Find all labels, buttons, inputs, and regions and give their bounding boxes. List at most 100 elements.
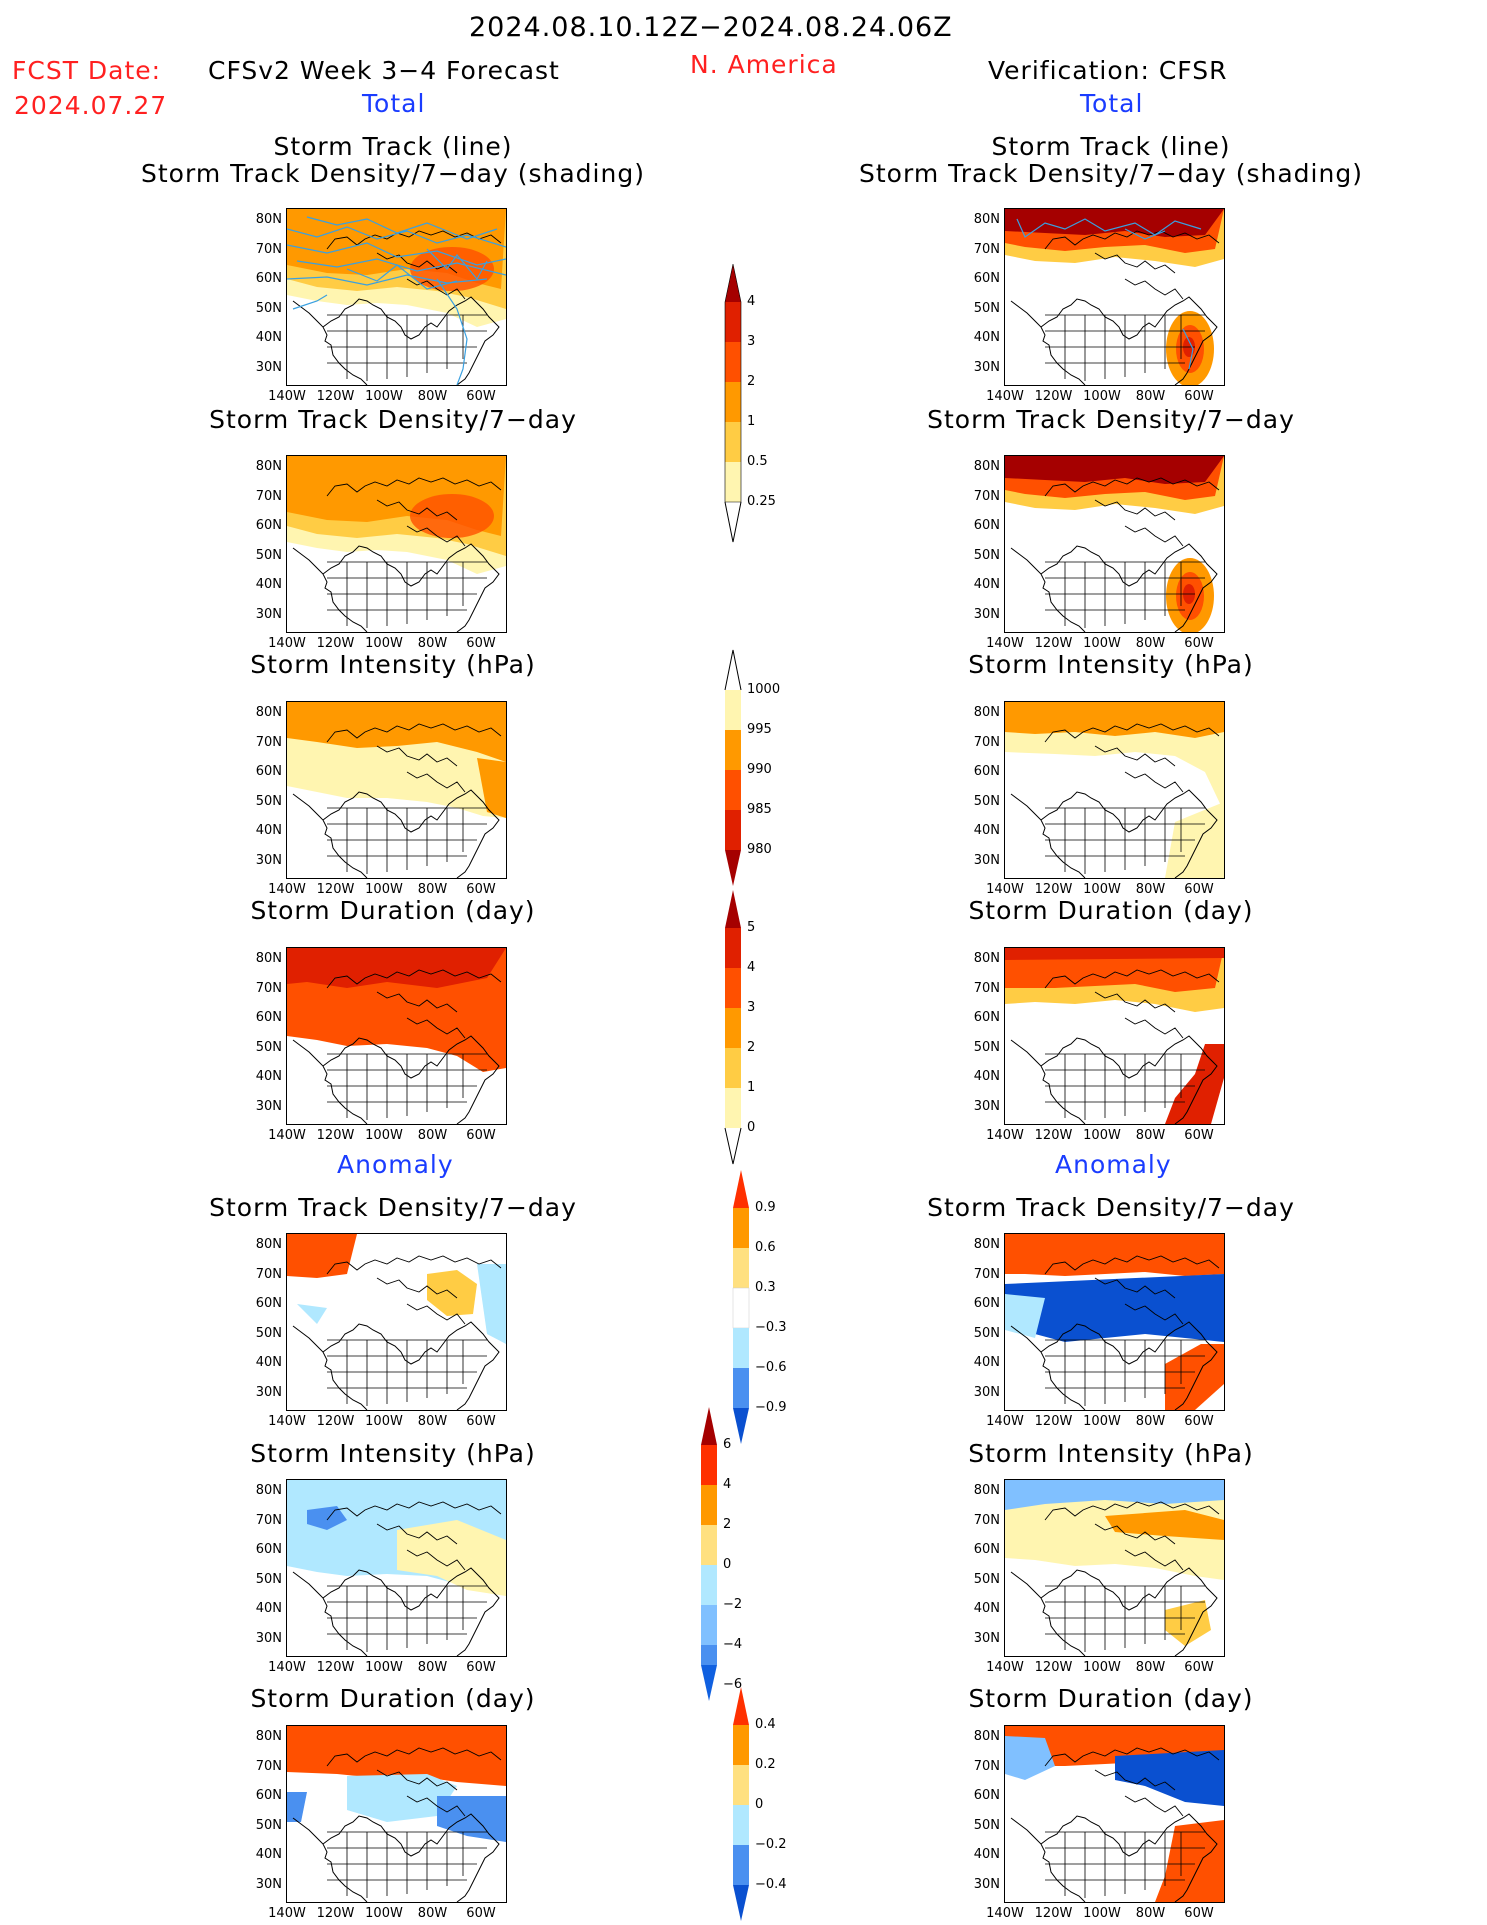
lon-tick-label: 100W (365, 1128, 403, 1143)
map-svg (287, 456, 506, 632)
lat-tick-label: 60N (255, 1542, 282, 1557)
lon-tick-label: 140W (268, 1660, 306, 1675)
colorbar-label: 980 (747, 842, 772, 857)
lat-tick-label: 30N (255, 1098, 282, 1114)
lat-tick-label: 70N (255, 488, 282, 504)
lon-tick-label: 60W (1184, 636, 1214, 651)
map-panel-density-forecast (286, 455, 507, 633)
lat-tick-label: 40N (973, 330, 1000, 345)
lon-tick-label: 80W (1135, 1414, 1166, 1429)
lon-tick-label: 100W (1083, 882, 1121, 897)
map-panel-density-verification (1004, 455, 1225, 633)
lat-tick-label: 70N (973, 1758, 1000, 1774)
lat-tick-label: 80N (255, 951, 282, 966)
lon-tick-label: 100W (365, 636, 403, 651)
map-svg (1005, 1480, 1224, 1656)
lat-tick-label: 50N (255, 1571, 282, 1587)
lon-tick-label: 120W (1034, 1906, 1073, 1921)
lat-tick-label: 50N (255, 1817, 282, 1833)
lat-tick-label: 40N (973, 1847, 1000, 1862)
lon-tick-label: 60W (1184, 389, 1214, 404)
map-svg (1005, 456, 1224, 632)
lat-tick-label: 60N (255, 1788, 282, 1803)
lat-tick-label: 70N (973, 488, 1000, 504)
lat-tick-label: 40N (973, 577, 1000, 592)
lat-tick-label: 60N (973, 1788, 1000, 1803)
lat-tick-label: 50N (255, 1039, 282, 1055)
colorbar-label: 6 (723, 1437, 732, 1452)
lon-tick-label: 140W (986, 1414, 1024, 1429)
title-r4: Storm Duration (day) (968, 896, 1254, 925)
map-svg (1005, 702, 1224, 878)
colorbar-label: 5 (747, 920, 756, 935)
title-l3: Storm Intensity (hPa) (250, 650, 536, 679)
lat-tick-label: 40N (255, 823, 282, 838)
colorbar-label: −6 (723, 1677, 743, 1692)
title-l1a: Storm Track (line) (273, 132, 513, 161)
lon-tick-label: 120W (1034, 636, 1073, 651)
lon-tick-label: 80W (1135, 1660, 1166, 1675)
colorbar-label: 2 (747, 1040, 756, 1055)
title-r1a: Storm Track (line) (991, 132, 1231, 161)
lon-tick-label: 100W (365, 1660, 403, 1675)
lat-tick-label: 80N (973, 1237, 1000, 1252)
lon-tick-label: 140W (268, 882, 306, 897)
lat-tick-label: 30N (255, 1876, 282, 1892)
lon-tick-label: 80W (417, 1128, 448, 1143)
date-range-title: 2024.08.10.12Z−2024.08.24.06Z (469, 12, 953, 43)
colorbar-label: −0.2 (755, 1837, 787, 1852)
colorbar-label: 1 (747, 1080, 756, 1095)
map-panel-duanom-verification (1004, 1725, 1225, 1903)
title-r7: Storm Duration (day) (968, 1684, 1254, 1713)
colorbar-intensity-total (724, 649, 742, 886)
lon-tick-label: 120W (316, 389, 355, 404)
lat-tick-label: 60N (255, 271, 282, 286)
lat-tick-label: 50N (255, 547, 282, 563)
title-r3: Storm Intensity (hPa) (968, 650, 1254, 679)
lat-tick-label: 70N (255, 734, 282, 750)
colorbar-label: −0.9 (755, 1400, 787, 1415)
map-svg (287, 209, 506, 385)
lon-tick-label: 120W (1034, 1660, 1073, 1675)
anomaly-label-right: Anomaly (1055, 1150, 1172, 1179)
lat-tick-label: 60N (973, 271, 1000, 286)
colorbar-label: 0.5 (747, 454, 768, 469)
map-panel-duration-forecast (286, 947, 507, 1125)
lon-tick-label: 60W (1184, 1660, 1214, 1675)
lon-tick-label: 80W (417, 1414, 448, 1429)
colorbar-label: 4 (747, 960, 756, 975)
colorbar-label: 1000 (747, 682, 781, 697)
lat-tick-label: 40N (973, 1355, 1000, 1370)
title-l2: Storm Track Density/7−day (209, 405, 577, 434)
lat-tick-label: 60N (973, 1296, 1000, 1311)
lat-tick-label: 80N (255, 212, 282, 227)
lat-tick-label: 60N (255, 1296, 282, 1311)
title-l1b: Storm Track Density/7−day (shading) (141, 159, 645, 188)
lon-tick-label: 60W (466, 1414, 496, 1429)
lon-tick-label: 120W (316, 1128, 355, 1143)
lat-tick-label: 50N (973, 547, 1000, 563)
colorbar-label: 0.4 (755, 1717, 776, 1732)
lon-tick-label: 120W (1034, 1128, 1073, 1143)
lat-tick-label: 80N (255, 459, 282, 474)
colorbar-label: 0 (723, 1557, 732, 1572)
lon-tick-label: 120W (1034, 389, 1073, 404)
lat-tick-label: 50N (973, 1571, 1000, 1587)
lon-tick-label: 140W (986, 1128, 1024, 1143)
lat-tick-label: 60N (973, 518, 1000, 533)
lat-tick-label: 80N (255, 1237, 282, 1252)
lat-tick-label: 60N (255, 518, 282, 533)
lat-tick-label: 30N (973, 852, 1000, 868)
colorbar-density-total (724, 263, 742, 543)
lat-tick-label: 70N (255, 980, 282, 996)
lat-tick-label: 50N (973, 1039, 1000, 1055)
lon-tick-label: 140W (986, 636, 1024, 651)
lat-tick-label: 80N (255, 1729, 282, 1744)
colorbar-label: −0.4 (755, 1877, 787, 1892)
fcst-date-label: FCST Date: (12, 56, 162, 85)
lon-tick-label: 100W (1083, 1128, 1121, 1143)
lon-tick-label: 100W (1083, 1906, 1121, 1921)
lat-tick-label: 40N (255, 1355, 282, 1370)
lat-tick-label: 70N (255, 1758, 282, 1774)
lat-tick-label: 30N (255, 852, 282, 868)
